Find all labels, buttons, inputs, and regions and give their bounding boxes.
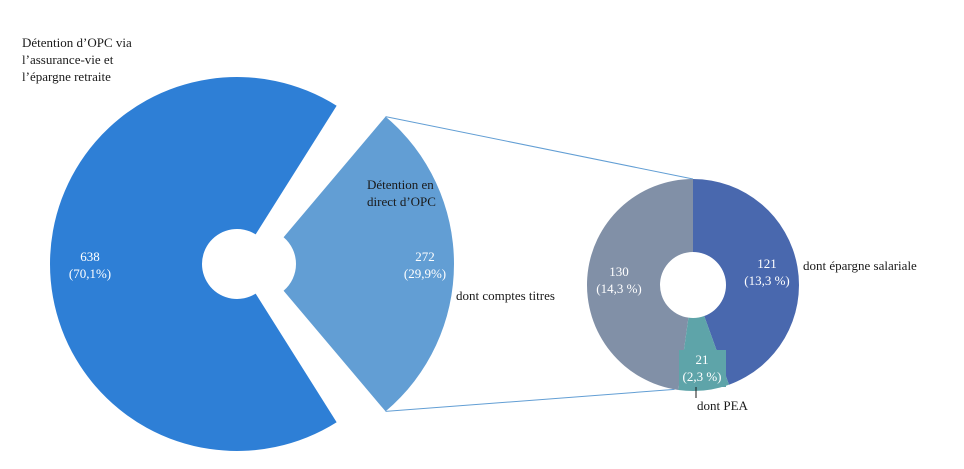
connector-line-top bbox=[385, 116, 694, 180]
data-label-epargne-salariale-value: 121 bbox=[757, 256, 777, 271]
slice-comptes-titres bbox=[586, 179, 693, 390]
slice-detention-directe bbox=[283, 116, 455, 412]
category-label-direct-line2: direct d’OPC bbox=[367, 194, 436, 209]
category-label-comptes-titres: dont comptes titres bbox=[456, 288, 555, 303]
data-label-assurance-vie-value: 638 bbox=[80, 249, 100, 264]
category-label-epargne-salariale: dont épargne salariale bbox=[803, 258, 917, 273]
pea-label-box bbox=[679, 350, 726, 387]
data-label-pea-percent: (2,3 %) bbox=[683, 369, 722, 384]
data-label-pea-value: 21 bbox=[696, 352, 709, 367]
category-label-direct-line1: Détention en bbox=[367, 177, 434, 192]
slice-assurance-vie bbox=[50, 77, 337, 451]
data-label-direct-value: 272 bbox=[415, 249, 435, 264]
data-label-epargne-salariale-percent: (13,3 %) bbox=[744, 273, 790, 288]
slice-epargne-salariale bbox=[693, 179, 800, 385]
data-label-assurance-vie-percent: (70,1%) bbox=[69, 266, 111, 281]
data-label-comptes-titres-value: 130 bbox=[609, 264, 629, 279]
connector-line-bottom bbox=[385, 388, 675, 412]
data-label-comptes-titres-percent: (14,3 %) bbox=[596, 281, 642, 296]
category-label-pea: dont PEA bbox=[697, 398, 749, 413]
data-label-direct-percent: (29,9%) bbox=[404, 266, 446, 281]
category-label-assurance-vie-line3: l’épargne retraite bbox=[22, 69, 111, 84]
category-label-assurance-vie-line1: Détention d’OPC via bbox=[22, 35, 132, 50]
category-label-assurance-vie-line2: l’assurance-vie et bbox=[22, 52, 114, 67]
